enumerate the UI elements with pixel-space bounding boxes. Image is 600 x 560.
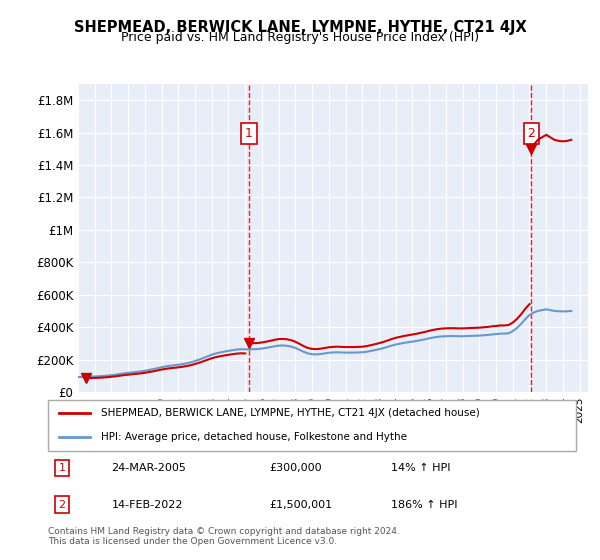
- Text: 1: 1: [245, 127, 253, 140]
- Text: SHEPMEAD, BERWICK LANE, LYMPNE, HYTHE, CT21 4JX: SHEPMEAD, BERWICK LANE, LYMPNE, HYTHE, C…: [74, 20, 526, 35]
- Text: Contains HM Land Registry data © Crown copyright and database right 2024.
This d: Contains HM Land Registry data © Crown c…: [48, 526, 400, 546]
- Text: £300,000: £300,000: [270, 463, 322, 473]
- Text: 1: 1: [59, 463, 65, 473]
- Text: £1,500,001: £1,500,001: [270, 500, 333, 510]
- Text: HPI: Average price, detached house, Folkestone and Hythe: HPI: Average price, detached house, Folk…: [101, 432, 407, 442]
- FancyBboxPatch shape: [48, 400, 576, 451]
- Text: SHEPMEAD, BERWICK LANE, LYMPNE, HYTHE, CT21 4JX (detached house): SHEPMEAD, BERWICK LANE, LYMPNE, HYTHE, C…: [101, 408, 479, 418]
- Text: 2: 2: [59, 500, 65, 510]
- Text: 24-MAR-2005: 24-MAR-2005: [112, 463, 186, 473]
- Text: 2: 2: [527, 127, 535, 140]
- Text: 14-FEB-2022: 14-FEB-2022: [112, 500, 183, 510]
- Text: Price paid vs. HM Land Registry's House Price Index (HPI): Price paid vs. HM Land Registry's House …: [121, 31, 479, 44]
- Text: 14% ↑ HPI: 14% ↑ HPI: [391, 463, 451, 473]
- Text: 186% ↑ HPI: 186% ↑ HPI: [391, 500, 458, 510]
